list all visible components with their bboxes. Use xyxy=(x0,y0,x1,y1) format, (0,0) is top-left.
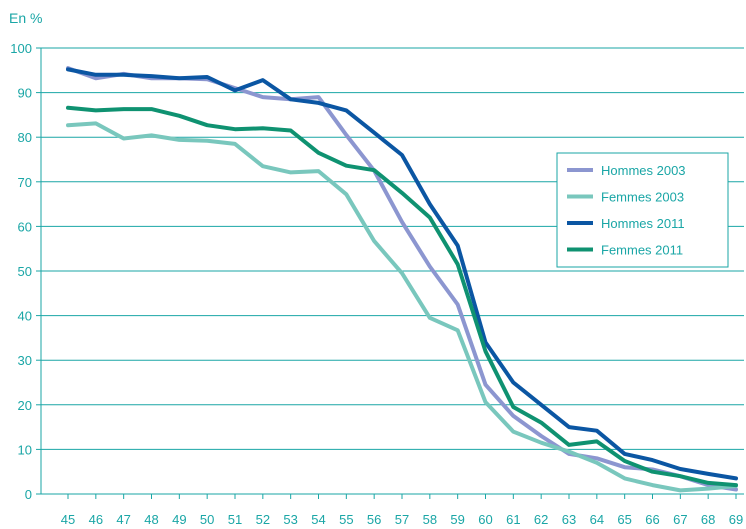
y-tick-label: 100 xyxy=(10,41,32,56)
x-tick-label: 67 xyxy=(673,512,687,527)
y-tick-label: 20 xyxy=(18,398,32,413)
x-tick-label: 45 xyxy=(61,512,75,527)
gridlines xyxy=(36,47,744,499)
data-series xyxy=(66,66,738,493)
series-line xyxy=(66,67,738,481)
x-tick-label: 65 xyxy=(617,512,631,527)
series-line xyxy=(66,121,738,493)
legend-label: Femmes 2011 xyxy=(601,243,683,258)
y-axis-ticks: 0 10 20 30 40 50 60 70 80 90 100 xyxy=(10,41,32,502)
x-tick-label: 48 xyxy=(144,512,158,527)
legend-label: Hommes 2011 xyxy=(601,216,685,231)
y-tick-label: 30 xyxy=(18,353,32,368)
y-tick-label: 90 xyxy=(18,86,32,101)
x-tick-label: 60 xyxy=(478,512,492,527)
y-tick-label: 60 xyxy=(18,219,32,234)
legend-label: Femmes 2003 xyxy=(601,190,684,205)
y-tick-label: 50 xyxy=(18,264,32,279)
x-tick-label: 64 xyxy=(590,512,604,527)
x-tick-label: 46 xyxy=(89,512,103,527)
y-axis-unit-label: En % xyxy=(9,10,42,26)
y-tick-label: 40 xyxy=(18,309,32,324)
y-tick-label: 80 xyxy=(18,130,32,145)
x-tick-label: 68 xyxy=(701,512,715,527)
x-tick-label: 66 xyxy=(645,512,659,527)
y-tick-label: 0 xyxy=(25,487,32,502)
x-tick-label: 61 xyxy=(506,512,520,527)
x-tick-label: 59 xyxy=(450,512,464,527)
x-tick-label: 55 xyxy=(339,512,353,527)
x-tick-label: 62 xyxy=(534,512,548,527)
x-tick-label: 49 xyxy=(172,512,186,527)
x-tick-label: 63 xyxy=(562,512,576,527)
x-tick-label: 53 xyxy=(283,512,297,527)
legend: Hommes 2003 Femmes 2003 Hommes 2011 Femmes … xyxy=(556,152,729,268)
x-tick-label: 54 xyxy=(311,512,325,527)
legend-label: Hommes 2003 xyxy=(601,163,686,178)
x-axis-ticks: 45 46 47 48 49 50 51 52 53 54 55 56 57 58 59 60 61 62 63 64… xyxy=(61,512,743,527)
series-line xyxy=(66,66,738,492)
x-tick-label: 58 xyxy=(423,512,437,527)
x-tick-label: 52 xyxy=(256,512,270,527)
y-tick-label: 70 xyxy=(18,175,32,190)
x-tick-label: 50 xyxy=(200,512,214,527)
x-tick-label: 57 xyxy=(395,512,409,527)
x-tick-label: 69 xyxy=(729,512,743,527)
y-tick-label: 10 xyxy=(18,442,32,457)
x-tick-label: 51 xyxy=(228,512,242,527)
series-line xyxy=(66,105,738,488)
x-tick-label: 56 xyxy=(367,512,381,527)
x-tick-label: 47 xyxy=(116,512,130,527)
